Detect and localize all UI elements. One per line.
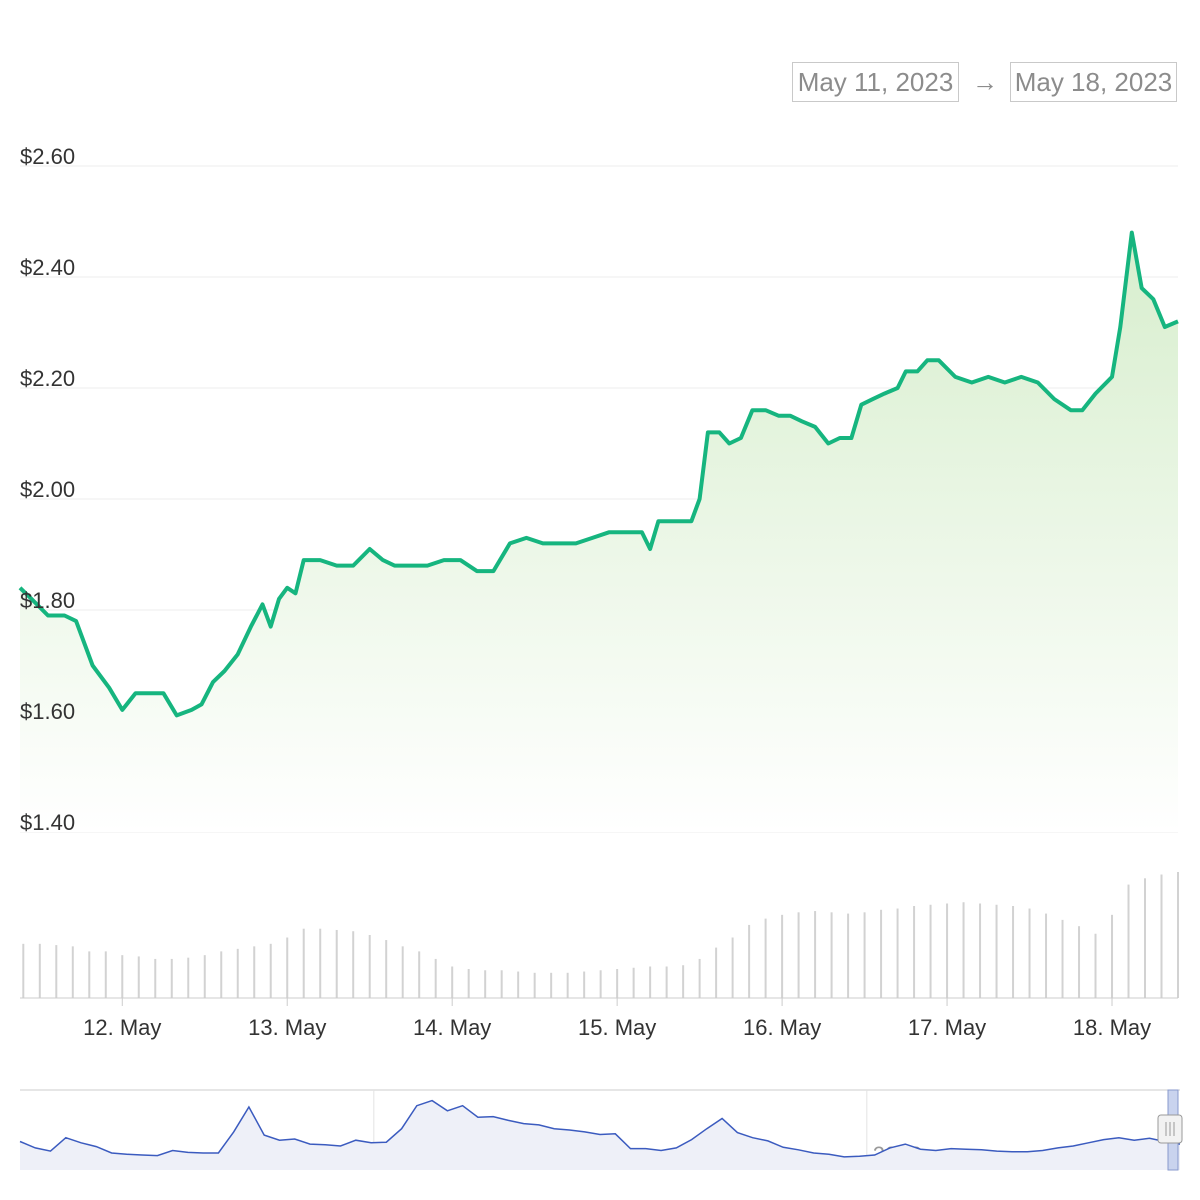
- volume-bar: [236, 948, 239, 998]
- volume-bar: [649, 966, 652, 998]
- volume-bar: [665, 966, 668, 998]
- volume-bar: [632, 967, 635, 998]
- volume-bar: [71, 946, 74, 998]
- y-tick-label: $1.60: [20, 699, 75, 724]
- price-line: [18, 230, 1179, 718]
- y-tick-label: $2.00: [20, 477, 75, 502]
- volume-bar: [962, 902, 965, 998]
- volume-bar: [847, 913, 850, 998]
- volume-bar: [55, 945, 58, 998]
- volume-bar: [1111, 914, 1114, 998]
- volume-bar: [896, 908, 899, 998]
- volume-bar: [517, 971, 520, 998]
- range-start-input[interactable]: May 11, 2023: [792, 62, 959, 102]
- volume-bar: [748, 924, 751, 998]
- volume-bar: [154, 958, 157, 998]
- range-end-input[interactable]: May 18, 2023: [1010, 62, 1177, 102]
- volume-bar: [880, 909, 883, 998]
- volume-bar: [731, 937, 734, 998]
- volume-bar: [682, 965, 685, 998]
- x-tick-label: 13. May: [248, 1015, 326, 1040]
- volume-bar: [781, 914, 784, 998]
- volume-bar: [286, 937, 289, 998]
- volume-bar: [187, 957, 190, 998]
- price-area-fill: [20, 232, 1178, 833]
- volume-bar: [38, 943, 41, 998]
- volume-bar: [22, 943, 25, 998]
- volume-bar: [253, 946, 256, 998]
- volume-bar: [104, 951, 107, 998]
- y-tick-label: $2.60: [20, 144, 75, 169]
- volume-bar: [319, 928, 322, 998]
- x-tick-label: 17. May: [908, 1015, 986, 1040]
- volume-bar: [616, 969, 619, 998]
- x-tick-label: 14. May: [413, 1015, 491, 1040]
- volume-bar: [385, 940, 388, 998]
- volume-bar: [1045, 913, 1048, 998]
- navigator-line: [19, 1099, 1181, 1158]
- volume-bar: [484, 970, 487, 998]
- volume-bar: [335, 929, 338, 998]
- volume-bar: [352, 931, 355, 998]
- volume-bar: [467, 969, 470, 998]
- volume-bar: [863, 912, 866, 998]
- volume-bar: [401, 946, 404, 998]
- volume-bar: [368, 935, 371, 998]
- x-axis: 12. May 13. May 14. May 15. May 16. May 17. M…: [83, 998, 1151, 1040]
- volume-bar: [451, 966, 454, 998]
- y-tick-label: $2.40: [20, 255, 75, 280]
- volume-bar: [1144, 878, 1147, 998]
- volume-bar: [995, 904, 998, 998]
- volume-bar: [1012, 906, 1015, 998]
- volume-bar: [269, 943, 272, 998]
- volume-bar: [929, 904, 932, 998]
- y-axis: $1.40 $1.60 $1.80 $2.00 $2.20 $2.40 $2.60: [20, 144, 75, 835]
- navigator[interactable]: 20222023: [19, 1089, 1183, 1171]
- volume-bar: [599, 970, 602, 998]
- x-tick-label: 18. May: [1073, 1015, 1151, 1040]
- y-tick-label: $1.80: [20, 588, 75, 613]
- volume-bar: [203, 955, 206, 998]
- volume-bar: [764, 918, 767, 998]
- volume-bar: [302, 928, 305, 998]
- volume-bar: [434, 958, 437, 998]
- volume-bar: [170, 958, 173, 998]
- volume-bar: [220, 951, 223, 998]
- volume-bar: [1094, 933, 1097, 998]
- volume-bar: [121, 955, 124, 998]
- price-area: [18, 230, 1179, 833]
- volume-bar: [550, 972, 553, 998]
- volume-bar: [566, 972, 569, 998]
- navigator-area: [20, 1100, 1180, 1170]
- volume-bars: [20, 872, 1179, 999]
- volume-bar: [946, 903, 949, 998]
- volume-bar: [814, 911, 817, 998]
- x-tick-label: 16. May: [743, 1015, 821, 1040]
- volume-bar: [1078, 926, 1081, 998]
- volume-bar: [698, 958, 701, 998]
- volume-bar: [715, 947, 718, 998]
- volume-bar: [1061, 919, 1064, 998]
- volume-bar: [913, 906, 916, 998]
- volume-bar: [418, 951, 421, 998]
- volume-bar: [88, 951, 91, 998]
- volume-bar: [797, 912, 800, 998]
- volume-bar: [583, 971, 586, 998]
- y-tick-label: $2.20: [20, 366, 75, 391]
- volume-bar: [137, 956, 140, 998]
- volume-bar: [1127, 884, 1130, 998]
- volume-bar: [1177, 872, 1179, 998]
- volume-bar: [979, 903, 982, 998]
- x-tick-label: 12. May: [83, 1015, 161, 1040]
- volume-bar: [1028, 908, 1031, 998]
- x-tick-label: 15. May: [578, 1015, 656, 1040]
- volume-bar: [1160, 874, 1163, 998]
- y-tick-label: $1.40: [20, 810, 75, 835]
- volume-bar: [830, 912, 833, 998]
- volume-bar: [500, 970, 503, 998]
- range-arrow-icon: →: [972, 67, 998, 97]
- volume-bar: [533, 972, 536, 998]
